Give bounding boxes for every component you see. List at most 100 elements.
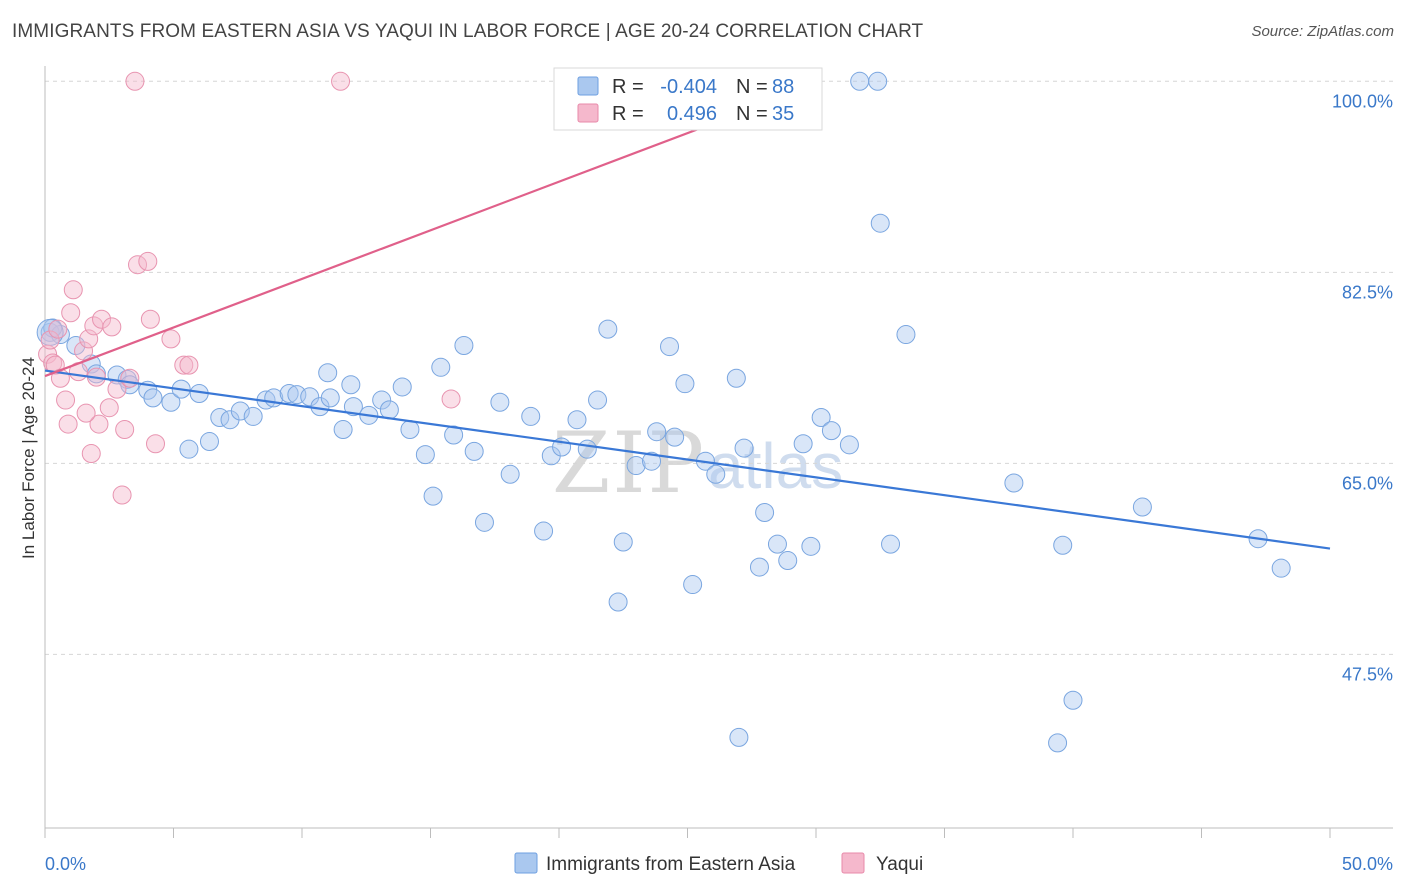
data-point [392, 377, 412, 397]
bottom-legend-label-1: Immigrants from Eastern Asia [546, 854, 796, 875]
data-point [146, 434, 166, 454]
bottom-legend-swatch-blue [514, 852, 538, 874]
data-point [850, 71, 870, 91]
data-point [120, 368, 140, 388]
data-point [608, 592, 628, 612]
data-point [1048, 733, 1068, 753]
data-point [318, 363, 338, 383]
data-point [423, 486, 443, 506]
y-axis-label: In Labor Force | Age 20-24 [19, 357, 38, 559]
data-point [128, 255, 148, 275]
data-point [125, 71, 145, 91]
x-tick-labels: 0.0% 50.0% [45, 854, 1393, 874]
bottom-legend-swatch-pink [841, 852, 865, 874]
data-point [415, 445, 435, 465]
data-point [642, 451, 662, 471]
data-point [61, 303, 81, 323]
data-point [811, 408, 831, 428]
data-point [734, 438, 754, 458]
data-point [179, 439, 199, 459]
source-credit: Source: ZipAtlas.com [1251, 23, 1394, 40]
y-tick-labels: 47.5% 65.0% 82.5% 100.0% [1332, 91, 1393, 684]
data-point [1004, 473, 1024, 493]
data-point [58, 414, 78, 434]
data-point [331, 71, 351, 91]
data-point [474, 512, 494, 532]
data-point [567, 410, 587, 430]
data-point [801, 536, 821, 556]
data-point [821, 421, 841, 441]
data-point [48, 319, 68, 339]
legend-box [553, 67, 823, 131]
data-point [500, 464, 520, 484]
y-tick-label: 65.0% [1342, 473, 1393, 493]
data-point [300, 387, 320, 407]
data-point [534, 521, 554, 541]
data-point [89, 414, 109, 434]
data-point [665, 427, 685, 447]
data-point [588, 390, 608, 410]
data-point [174, 355, 194, 375]
data-point [729, 727, 749, 747]
data-point [598, 319, 618, 339]
data-point [441, 389, 461, 409]
chart-title: IMMIGRANTS FROM EASTERN ASIA VS YAQUI IN… [12, 21, 924, 42]
legend-swatch-blue [577, 76, 599, 96]
axes [44, 66, 1393, 838]
series-yaqui-points [38, 71, 461, 505]
data-point [1271, 558, 1291, 578]
data-point [1053, 535, 1073, 555]
data-point [444, 425, 464, 445]
legend-n-value-1: 88 [772, 76, 794, 98]
data-point [660, 337, 680, 357]
legend-n-label-2: N = [736, 103, 768, 125]
legend-r-value-1: -0.404 [660, 76, 717, 98]
data-point [81, 444, 101, 464]
data-point [400, 420, 420, 440]
data-point [870, 213, 890, 233]
data-point [793, 434, 813, 454]
data-point [613, 532, 633, 552]
legend-n-value-2: 35 [772, 103, 794, 125]
data-point [1063, 690, 1083, 710]
data-point [63, 280, 83, 300]
legend-swatch-pink [577, 103, 599, 123]
data-point [99, 398, 119, 418]
data-point [243, 406, 263, 426]
watermark: ZIP atlas [552, 414, 843, 512]
data-point [112, 485, 132, 505]
data-point [626, 456, 646, 476]
data-point [74, 341, 94, 361]
data-point [38, 344, 58, 364]
data-point [379, 400, 399, 420]
data-point [464, 441, 484, 461]
data-point [868, 71, 888, 91]
x-tick-label: 0.0% [45, 854, 86, 874]
data-point [755, 503, 775, 523]
data-point [683, 575, 703, 595]
bottom-legend-label-2: Yaqui [876, 854, 923, 875]
gridlines [45, 80, 1393, 655]
data-point [161, 392, 181, 412]
data-point [161, 329, 181, 349]
data-point [896, 325, 916, 345]
legend-r-label-1: R = [612, 76, 644, 98]
data-point [726, 368, 746, 388]
correlation-legend: R = -0.404 N = 88 R = 0.496 N = 35 [553, 67, 823, 131]
data-point [577, 439, 597, 459]
data-point [143, 388, 163, 408]
trend-line [44, 83, 817, 378]
legend-r-value-2: 0.496 [667, 103, 717, 125]
data-point [92, 309, 112, 329]
data-point [179, 355, 199, 375]
data-point [230, 401, 250, 421]
data-point [120, 375, 140, 395]
data-point [431, 357, 451, 377]
data-point [778, 551, 798, 571]
data-point [140, 309, 160, 329]
data-point [454, 335, 474, 355]
y-tick-label: 47.5% [1342, 664, 1393, 684]
data-point [341, 375, 361, 395]
series-legend: Immigrants from Eastern Asia Yaqui [514, 852, 923, 875]
